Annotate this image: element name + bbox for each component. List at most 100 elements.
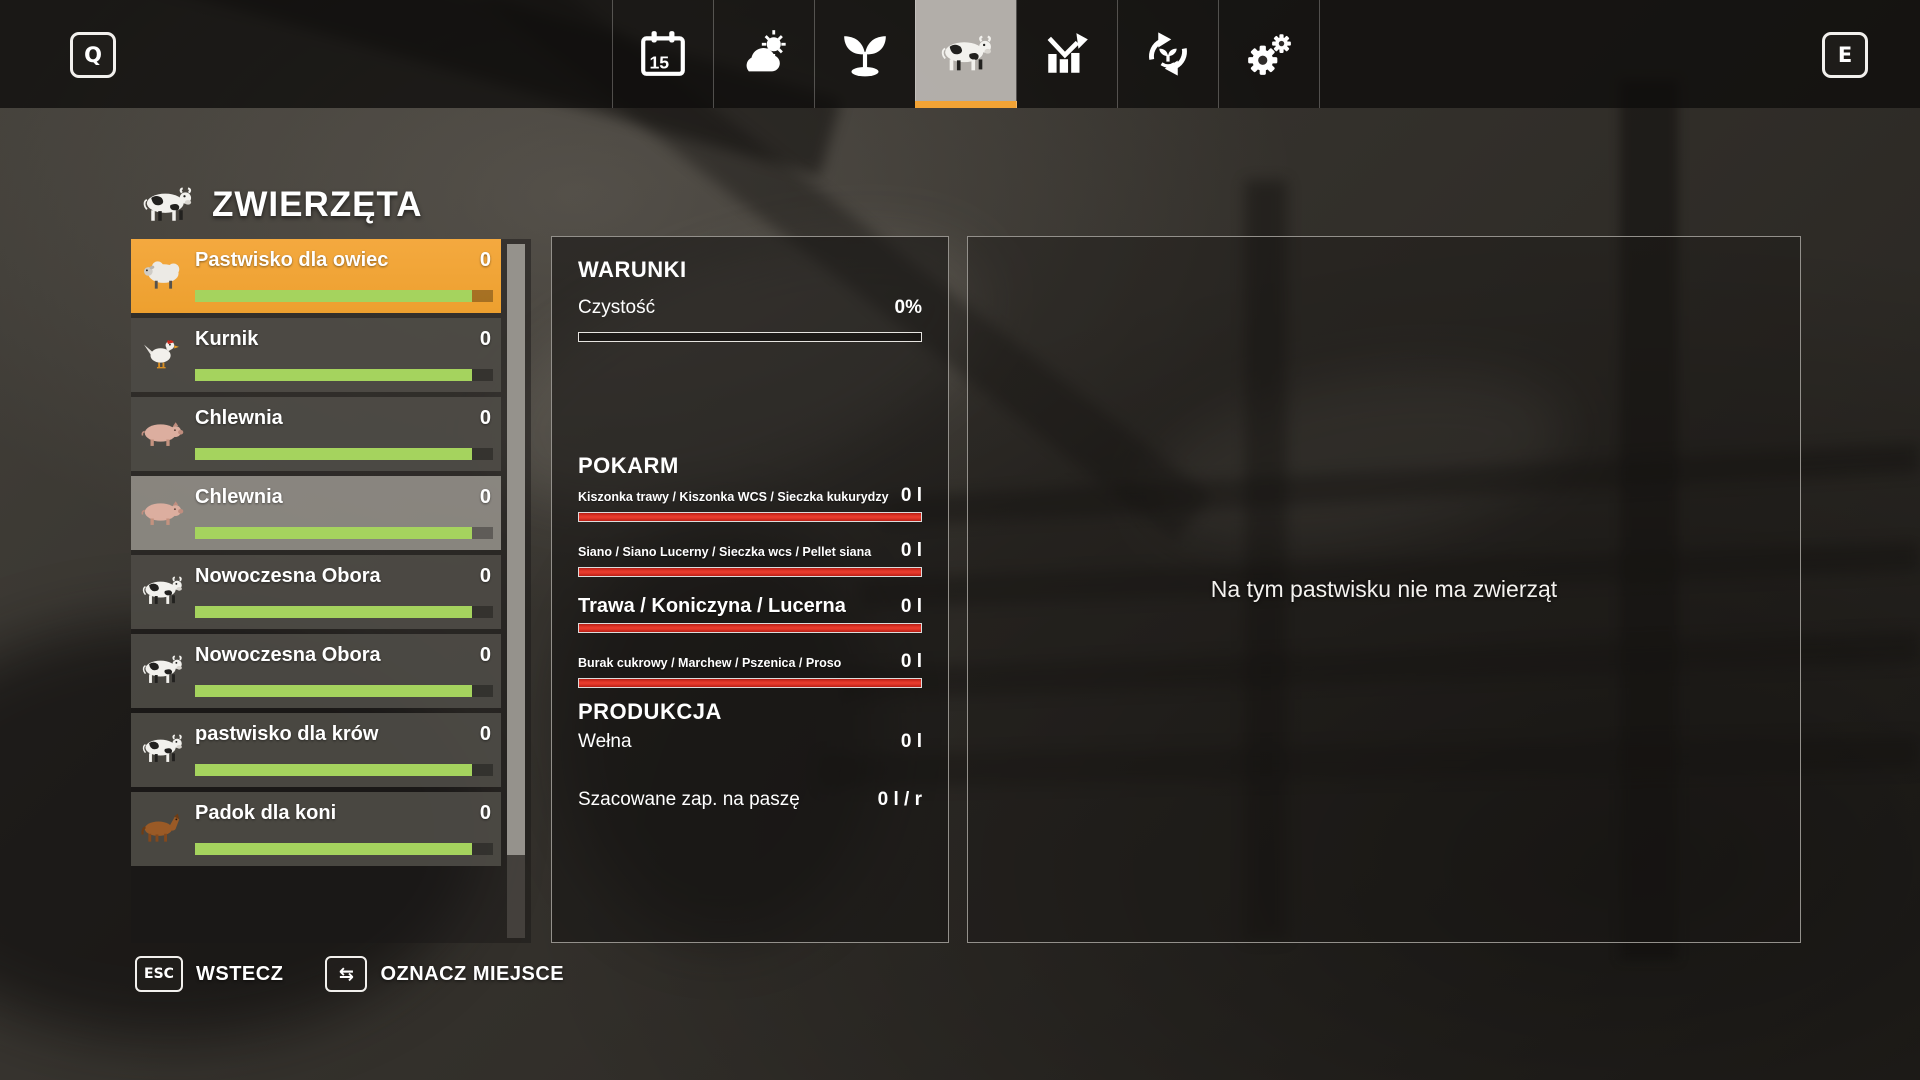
animal-count: 0 bbox=[479, 407, 491, 429]
pen-name: Nowoczesna Obora bbox=[195, 644, 381, 666]
back-button[interactable]: ESC WSTECZ bbox=[135, 956, 283, 992]
svg-text:15: 15 bbox=[649, 53, 669, 73]
cleanliness-row: Czystość 0% bbox=[578, 297, 922, 319]
animals-content-panel: Na tym pastwisku nie ma zwierząt bbox=[967, 236, 1801, 943]
pen-condition-bar-fill bbox=[195, 527, 473, 539]
animal-count: 0 bbox=[479, 565, 491, 587]
cleanliness-label: Czystość bbox=[578, 297, 656, 318]
animal-list-item-1[interactable]: Pastwisko dla owiec 0 bbox=[131, 239, 501, 313]
pig-icon bbox=[139, 415, 185, 451]
page-title-label: ZWIERZĘTA bbox=[212, 185, 423, 224]
tab-key-icon: ⇆ bbox=[325, 956, 368, 992]
weather-icon bbox=[746, 30, 786, 72]
cow-title-icon bbox=[138, 184, 196, 226]
pen-condition-bar-fill bbox=[195, 369, 473, 381]
sheep-icon bbox=[139, 257, 185, 293]
feed-estimate-label: Szacowane zap. na paszę bbox=[578, 789, 800, 810]
food-level-bar bbox=[578, 678, 922, 688]
calendar-icon: 15 bbox=[641, 31, 685, 76]
tab-production[interactable] bbox=[1117, 0, 1218, 108]
food-amount-value: 0 l bbox=[900, 540, 922, 561]
mark-place-label: OZNACZ MIEJSCE bbox=[380, 962, 565, 985]
list-scrollbar-thumb[interactable] bbox=[507, 244, 525, 855]
pen-name: Padok dla koni bbox=[195, 802, 337, 824]
animal-count: 0 bbox=[479, 644, 491, 666]
pen-name: Nowoczesna Obora bbox=[195, 565, 381, 587]
food-level-bar-fill bbox=[579, 679, 921, 687]
animal-count: 0 bbox=[479, 802, 491, 824]
pen-condition-bar bbox=[195, 843, 493, 855]
empty-state-message: Na tym pastwisku nie ma zwierząt bbox=[1210, 576, 1558, 602]
conditions-heading: WARUNKI bbox=[578, 257, 687, 282]
sprout-icon bbox=[844, 36, 886, 77]
animal-list-item-8[interactable]: Padok dla koni 0 bbox=[131, 792, 501, 866]
product-amount: 0 l bbox=[900, 731, 922, 752]
animal-count: 0 bbox=[479, 723, 491, 745]
prev-page-key[interactable]: Q bbox=[70, 32, 116, 78]
feed-estimate-value: 0 l / r bbox=[877, 789, 922, 810]
pen-name: Kurnik bbox=[195, 328, 259, 350]
production-row: Wełna 0 l bbox=[578, 731, 922, 753]
pen-condition-bar-fill bbox=[195, 290, 473, 302]
pen-condition-bar-fill bbox=[195, 843, 473, 855]
food-level-bar bbox=[578, 567, 922, 577]
gears-icon bbox=[1248, 34, 1291, 75]
pen-condition-bar-fill bbox=[195, 685, 473, 697]
tab-weather[interactable] bbox=[713, 0, 814, 108]
tab-calendar[interactable]: 15 bbox=[612, 0, 713, 108]
pen-condition-bar-fill bbox=[195, 448, 473, 460]
top-menu-bar: Q E 15 bbox=[0, 0, 1920, 108]
pen-condition-bar bbox=[195, 290, 493, 302]
production-rows: Wełna 0 l bbox=[578, 731, 922, 765]
animal-pen-list: Pastwisko dla owiec 0 Kurnik 0 Chlewnia … bbox=[131, 239, 531, 943]
animal-list-item-4[interactable]: Chlewnia 0 bbox=[131, 476, 501, 550]
food-row: Trawa / Koniczyna / Lucerna 0 l bbox=[578, 595, 922, 633]
production-heading: PRODUKCJA bbox=[578, 699, 722, 724]
food-level-bar bbox=[578, 512, 922, 522]
mark-place-button[interactable]: ⇆ OZNACZ MIEJSCE bbox=[325, 956, 564, 992]
page-title: ZWIERZĘTA bbox=[138, 184, 423, 226]
animal-list-item-3[interactable]: Chlewnia 0 bbox=[131, 397, 501, 471]
animal-list-rows: Pastwisko dla owiec 0 Kurnik 0 Chlewnia … bbox=[131, 239, 501, 871]
feed-estimate-row: Szacowane zap. na paszę 0 l / r bbox=[578, 789, 922, 811]
cow-icon bbox=[139, 731, 185, 767]
horse-icon bbox=[139, 810, 185, 846]
pen-name: Chlewnia bbox=[195, 486, 283, 508]
next-page-key[interactable]: E bbox=[1822, 32, 1868, 78]
pen-condition-bar bbox=[195, 527, 493, 539]
cow-icon bbox=[937, 32, 995, 76]
cleanliness-value: 0% bbox=[894, 297, 922, 318]
animal-list-item-2[interactable]: Kurnik 0 bbox=[131, 318, 501, 392]
food-list: Kiszonka trawy / Kiszonka WCS / Sieczka … bbox=[578, 485, 922, 706]
animal-count: 0 bbox=[479, 328, 491, 350]
food-types-label: Trawa / Koniczyna / Lucerna bbox=[578, 595, 846, 617]
product-name: Wełna bbox=[578, 731, 632, 752]
food-heading: POKARM bbox=[578, 453, 679, 478]
cow-icon bbox=[139, 652, 185, 688]
animal-list-item-6[interactable]: Nowoczesna Obora 0 bbox=[131, 634, 501, 708]
tab-statistics[interactable] bbox=[1016, 0, 1117, 108]
pen-name: Pastwisko dla owiec bbox=[195, 249, 389, 271]
chart-icon bbox=[1047, 33, 1088, 73]
food-row: Kiszonka trawy / Kiszonka WCS / Sieczka … bbox=[578, 485, 922, 522]
food-types-label: Burak cukrowy / Marchew / Pszenica / Pro… bbox=[578, 656, 842, 670]
tab-crops[interactable] bbox=[814, 0, 915, 108]
animal-list-item-7[interactable]: pastwisko dla krów 0 bbox=[131, 713, 501, 787]
tab-animals[interactable] bbox=[915, 0, 1017, 108]
pen-condition-bar-fill bbox=[195, 606, 473, 618]
animal-list-item-5[interactable]: Nowoczesna Obora 0 bbox=[131, 555, 501, 629]
esc-key-icon: ESC bbox=[135, 956, 183, 992]
food-level-bar-fill bbox=[579, 624, 921, 632]
back-label: WSTECZ bbox=[196, 962, 284, 985]
tab-settings[interactable] bbox=[1218, 0, 1320, 108]
footer-hints: ESC WSTECZ ⇆ OZNACZ MIEJSCE bbox=[135, 956, 564, 992]
cow-icon bbox=[139, 573, 185, 609]
food-amount-value: 0 l bbox=[900, 651, 922, 672]
food-level-bar-fill bbox=[579, 568, 921, 576]
food-level-bar-fill bbox=[579, 513, 921, 521]
pen-name: Chlewnia bbox=[195, 407, 283, 429]
food-row: Siano / Siano Lucerny / Sieczka wcs / Pe… bbox=[578, 540, 922, 577]
pen-condition-bar bbox=[195, 606, 493, 618]
list-scrollbar[interactable] bbox=[507, 244, 525, 938]
pig-icon bbox=[139, 494, 185, 530]
